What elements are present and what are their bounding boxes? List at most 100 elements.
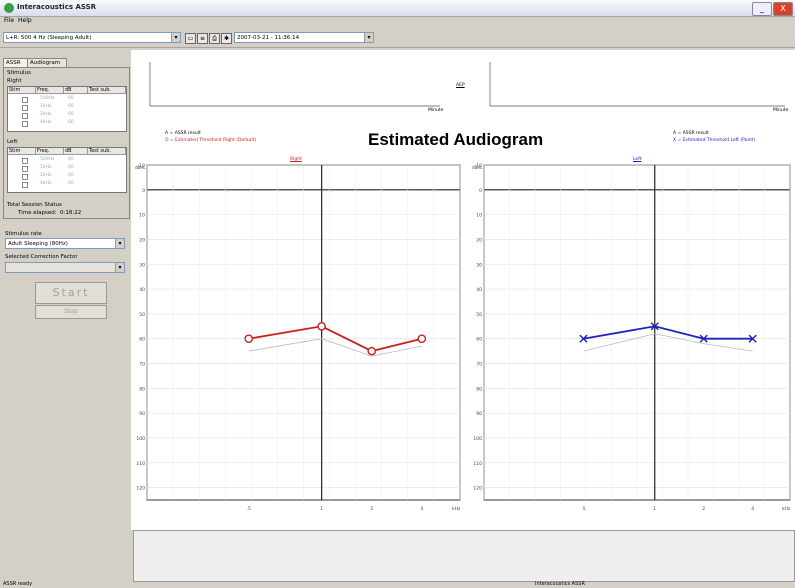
left-panel-title: Left <box>633 157 642 162</box>
top-left-axis-unit: Minute <box>428 108 444 113</box>
x-unit-label: kHz <box>452 506 461 512</box>
tab-audiogram[interactable]: Audiogram <box>27 58 67 68</box>
menu-help[interactable]: Help <box>18 17 32 24</box>
stim-checkbox[interactable] <box>22 174 28 180</box>
stim-checkbox[interactable] <box>22 121 28 127</box>
app-icon <box>4 3 14 13</box>
page-title: Estimated Audiogram <box>368 130 544 149</box>
right-legend-assr: A = ASSR result <box>165 131 201 136</box>
freq-cell: 500Hz <box>40 96 55 101</box>
stim-checkbox[interactable] <box>22 113 28 119</box>
right-audiogram: -10 0 10 20 30 40 50 60 70 80 90 100 110 120 .5 1 2 4 kHz d… <box>135 163 461 512</box>
total-session-status-label: Total Session Status <box>7 202 62 208</box>
y-tick-label: 20 <box>139 237 145 243</box>
y-tick-label: 70 <box>476 362 482 368</box>
y-tick-label: -10 <box>475 163 482 169</box>
col-stim: Stim <box>8 148 36 155</box>
assr-result-line <box>248 338 422 357</box>
freq-cell: 1kHz <box>40 165 52 170</box>
freq-cell: 4kHz <box>40 120 52 125</box>
stimulus-rate-label: Stimulus rate <box>5 231 42 237</box>
db-cell: 60 <box>68 112 74 117</box>
y-tick-label: 100 <box>473 436 482 442</box>
x-tick-label: .5 <box>581 506 585 512</box>
stim-checkbox[interactable] <box>22 166 28 172</box>
y-tick-label: 20 <box>476 237 482 243</box>
stim-checkbox[interactable] <box>22 105 28 111</box>
right-label: Right <box>7 78 22 84</box>
title-bar <box>0 0 795 17</box>
session-combo[interactable]: 2007-03-21 - 11:36:14 ▾ <box>234 32 374 43</box>
freq-cell: 1kHz <box>40 104 52 109</box>
report-icon[interactable]: ≡ <box>197 33 208 44</box>
y-tick-label: 30 <box>476 262 482 268</box>
window-title: Interacoustics ASSR <box>17 3 97 11</box>
top-traces <box>149 62 785 107</box>
x-tick-label: 1 <box>320 506 323 512</box>
col-db: dB <box>64 87 88 94</box>
y-tick-label: 40 <box>476 287 482 293</box>
status-bar: ASSR ready Interacoustics ASSR <box>0 581 795 588</box>
y-unit-label: dBHL <box>135 165 146 170</box>
stim-checkbox[interactable] <box>22 158 28 164</box>
threshold-point <box>367 346 377 356</box>
y-tick-label: 30 <box>139 262 145 268</box>
left-label: Left <box>7 139 18 145</box>
y-unit-label: dBHL <box>472 165 483 170</box>
db-cell: 60 <box>68 165 74 170</box>
left-audiogram: -10 0 10 20 30 40 50 60 70 80 90 100 110 120 .5 1 2 4 kHz d… <box>472 163 791 512</box>
db-cell: 60 <box>68 120 74 125</box>
top-center-label[interactable]: AEP <box>456 83 465 88</box>
right-legend-threshold: O = Estimated Threshold Right (Default) <box>165 138 257 143</box>
y-tick-label: 80 <box>476 386 482 392</box>
stop-button[interactable]: Stop <box>35 305 107 319</box>
x-tick-label: 1 <box>653 506 656 512</box>
col-freq: Freq. <box>36 87 64 94</box>
y-tick-label: 100 <box>136 436 145 442</box>
x-tick-label: 2 <box>702 506 705 512</box>
y-tick-label: -10 <box>138 163 145 169</box>
threshold-point <box>650 322 659 331</box>
patient-combo-value: L+R: 500 4 Hz (Sleeping Adult) <box>6 35 92 41</box>
stim-checkbox[interactable] <box>22 182 28 188</box>
x-unit-label: kHz <box>782 506 791 512</box>
stim-checkbox[interactable] <box>22 97 28 103</box>
patient-combo[interactable]: L+R: 500 4 Hz (Sleeping Adult) ▾ <box>3 32 181 43</box>
y-tick-label: 0 <box>479 188 482 194</box>
y-tick-label: 110 <box>136 461 145 467</box>
col-test-sub: Test sub. <box>88 87 126 94</box>
threshold-line <box>248 325 423 353</box>
start-button[interactable]: Start <box>35 282 107 304</box>
y-tick-label: 80 <box>139 386 145 392</box>
minimize-button[interactable]: _ <box>752 2 772 16</box>
close-button[interactable]: X <box>773 2 793 16</box>
chevron-down-icon: ▾ <box>364 33 373 42</box>
y-tick-label: 0 <box>142 188 145 194</box>
assr-result-line <box>583 333 753 352</box>
y-tick-label: 50 <box>139 312 145 318</box>
time-elapsed-value: 0:18:22 <box>60 210 82 216</box>
stimulus-label: Stimulus <box>7 70 31 76</box>
stimulus-rate-value: Adult Sleeping (80Hz) <box>8 241 68 247</box>
y-tick-label: 60 <box>476 337 482 343</box>
y-tick-label: 90 <box>476 411 482 417</box>
threshold-point <box>417 334 427 344</box>
open-icon[interactable]: ▭ <box>185 33 196 44</box>
status-right: Interacoustics ASSR <box>535 581 585 587</box>
settings-icon[interactable]: ✱ <box>221 33 232 44</box>
freq-cell: 2kHz <box>40 173 52 178</box>
time-elapsed-label: Time elapsed: <box>18 210 57 216</box>
right-stimulus-table: Stim Freq. dB Test sub. 500Hz 60 1kHz 60… <box>7 86 127 132</box>
y-tick-label: 10 <box>476 213 482 219</box>
y-tick-label: 50 <box>476 312 482 318</box>
toolbar <box>0 27 795 48</box>
db-cell: 60 <box>68 181 74 186</box>
chevron-down-icon: ▾ <box>171 33 180 42</box>
chevron-down-icon: ▾ <box>115 263 124 272</box>
menu-file[interactable]: File <box>4 17 15 24</box>
correction-factor-select[interactable]: ▾ <box>5 262 125 273</box>
col-db: dB <box>64 148 88 155</box>
stimulus-rate-select[interactable]: Adult Sleeping (80Hz) ▾ <box>5 238 125 249</box>
print-icon[interactable]: ⎙ <box>209 33 220 44</box>
freq-cell: 4kHz <box>40 181 52 186</box>
